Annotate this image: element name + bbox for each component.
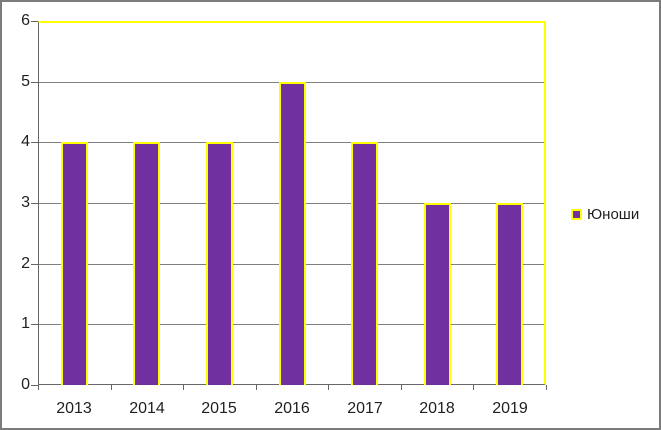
y-tick-1 (31, 324, 38, 325)
x-axis-label-2017: 2017 (347, 400, 383, 417)
y-axis-label-3: 3 (21, 194, 30, 211)
x-axis-label-2013: 2013 (56, 400, 92, 417)
x-tick-0 (38, 385, 39, 390)
y-tick-2 (31, 264, 38, 265)
x-axis-label-2019: 2019 (492, 400, 528, 417)
bar-2017 (351, 142, 378, 385)
x-axis-label-2018: 2018 (419, 400, 455, 417)
y-axis-label-6: 6 (21, 12, 30, 29)
y-tick-5 (31, 82, 38, 83)
bar-2015 (206, 142, 233, 385)
y-axis-label-5: 5 (21, 73, 30, 90)
x-axis-label-2014: 2014 (129, 400, 165, 417)
bar-2016 (279, 82, 306, 385)
x-tick-4 (328, 385, 329, 390)
x-tick-1 (111, 385, 112, 390)
legend: Юноши (571, 204, 639, 224)
bar-2018 (424, 203, 451, 385)
legend-label: Юноши (587, 205, 640, 223)
y-tick-0 (31, 385, 38, 386)
y-tick-3 (31, 203, 38, 204)
x-tick-7 (546, 385, 547, 390)
legend-swatch-icon (571, 208, 582, 220)
y-tick-4 (31, 142, 38, 143)
y-axis-label-1: 1 (21, 315, 30, 332)
x-axis-label-2015: 2015 (201, 400, 237, 417)
y-tick-6 (31, 21, 38, 22)
y-axis-label-0: 0 (21, 376, 30, 393)
bar-2019 (496, 203, 523, 385)
bar-2014 (133, 142, 160, 385)
x-axis-label-2016: 2016 (274, 400, 310, 417)
x-tick-6 (473, 385, 474, 390)
bar-2013 (61, 142, 88, 385)
x-tick-5 (401, 385, 402, 390)
y-axis-label-2: 2 (21, 255, 30, 272)
y-axis-label-4: 4 (21, 133, 30, 150)
x-tick-2 (183, 385, 184, 390)
x-tick-3 (256, 385, 257, 390)
